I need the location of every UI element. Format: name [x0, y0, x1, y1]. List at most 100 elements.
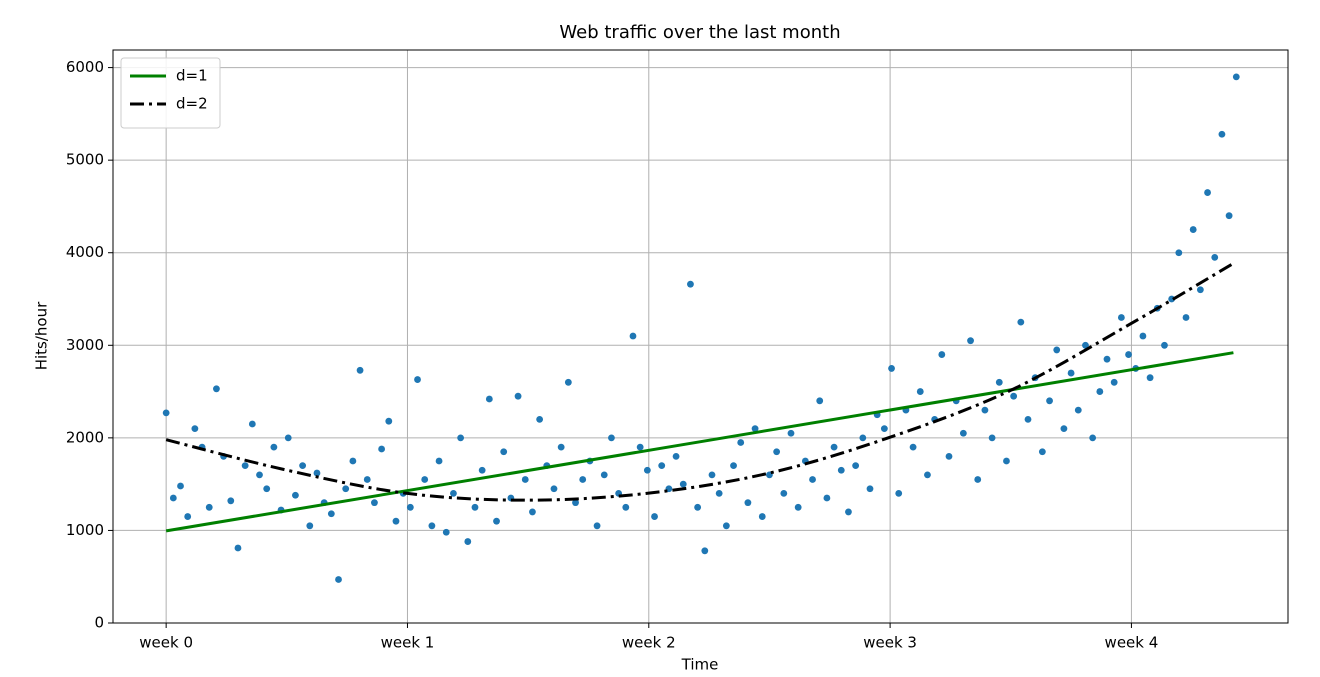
data-point: [1074, 406, 1082, 414]
data-point: [924, 471, 931, 479]
data-point: [234, 544, 242, 552]
data-point: [299, 462, 307, 470]
fit-line: [165, 351, 1234, 533]
data-point: [1189, 226, 1197, 233]
data-point: [514, 392, 522, 400]
data-point: [830, 443, 838, 451]
data-point: [787, 429, 795, 437]
data-point: [687, 280, 694, 288]
data-point: [1089, 434, 1097, 442]
x-axis-label: Time: [681, 656, 719, 674]
data-point: [823, 494, 831, 502]
data-point: [593, 522, 601, 530]
data-point: [737, 439, 745, 446]
x-tick-label: week 4: [1105, 634, 1159, 652]
data-point: [327, 510, 335, 518]
data-point: [363, 476, 371, 483]
data-point: [1196, 286, 1204, 294]
data-point: [1053, 346, 1061, 354]
data-point: [751, 425, 759, 433]
data-point: [780, 490, 788, 497]
data-point: [371, 499, 378, 507]
data-point: [478, 466, 486, 474]
data-point: [1161, 341, 1168, 349]
data-point: [564, 378, 572, 386]
data-point: [888, 365, 895, 372]
data-point: [643, 466, 651, 474]
data-point: [536, 415, 544, 423]
data-point: [758, 513, 766, 520]
data-point: [1139, 332, 1147, 340]
data-point: [1218, 130, 1226, 138]
data-point: [1211, 253, 1219, 261]
x-tick-label: week 0: [139, 634, 193, 652]
data-point: [248, 420, 256, 428]
data-point: [1204, 189, 1211, 196]
y-tick-label: 6000: [66, 58, 104, 76]
plot-frame: [112, 49, 1289, 624]
data-point: [572, 499, 579, 507]
data-point: [169, 494, 177, 502]
data-point: [636, 443, 644, 451]
data-point: [809, 476, 816, 483]
data-point: [895, 490, 903, 497]
data-point: [1003, 457, 1010, 465]
data-point: [852, 462, 860, 470]
data-point: [608, 434, 615, 442]
data-point: [385, 417, 393, 425]
data-point: [471, 503, 479, 511]
data-point: [600, 471, 608, 479]
data-point: [945, 452, 953, 460]
data-point: [1117, 314, 1125, 321]
data-point: [794, 503, 802, 511]
data-point: [335, 576, 342, 583]
data-point: [1060, 425, 1068, 433]
data-point: [916, 388, 924, 395]
data-point: [205, 503, 213, 511]
data-point: [1225, 212, 1233, 220]
data-point: [349, 457, 357, 465]
data-point: [837, 466, 845, 474]
data-point: [974, 476, 982, 483]
data-point: [457, 434, 465, 442]
data-point: [909, 443, 917, 451]
data-point: [378, 445, 386, 453]
data-point: [1175, 249, 1183, 257]
data-point: [263, 485, 271, 493]
data-point: [880, 425, 888, 433]
data-point: [550, 485, 558, 493]
data-point: [270, 443, 278, 451]
data-point: [1182, 314, 1190, 321]
data-point: [1046, 397, 1053, 405]
data-point: [464, 538, 472, 545]
data-point: [988, 434, 996, 442]
data-point: [1082, 341, 1089, 349]
data-point: [406, 503, 414, 511]
x-tick-label: week 1: [381, 634, 435, 652]
data-point: [1232, 73, 1240, 81]
chart-title: Web traffic over the last month: [559, 22, 840, 43]
data-point: [579, 476, 587, 483]
data-point: [1038, 448, 1046, 456]
data-point: [177, 482, 184, 490]
data-point: [162, 409, 170, 417]
data-point: [1067, 369, 1075, 377]
data-point: [679, 480, 687, 488]
data-point: [500, 448, 508, 456]
data-point: [313, 469, 321, 477]
data-point: [292, 491, 299, 499]
data-point: [213, 385, 220, 393]
y-tick-label: 3000: [66, 336, 104, 354]
data-point: [715, 490, 723, 497]
y-tick-label: 0: [94, 614, 104, 632]
data-point: [629, 332, 637, 340]
data-point: [1146, 374, 1154, 382]
data-point: [1024, 415, 1032, 423]
data-point: [485, 395, 493, 403]
data-point: [722, 522, 730, 530]
data-point: [672, 452, 680, 460]
data-point: [995, 378, 1003, 386]
data-point: [1096, 388, 1104, 395]
